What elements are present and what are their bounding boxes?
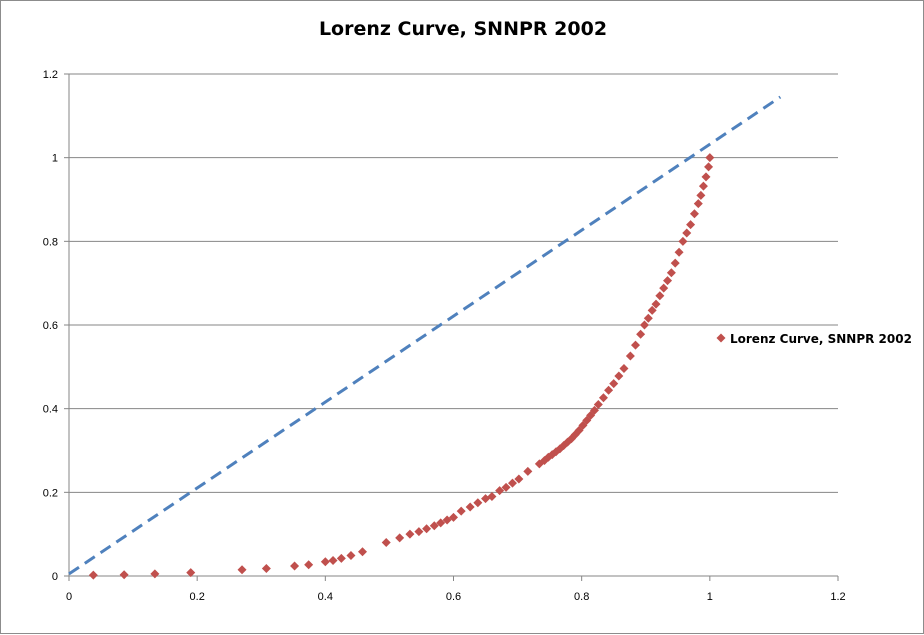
lorenz-point (358, 547, 368, 557)
lorenz-point (630, 340, 640, 350)
lorenz-point (119, 570, 129, 580)
lorenz-point (666, 268, 676, 278)
lorenz-point (456, 506, 466, 516)
lorenz-point (381, 538, 391, 548)
y-tick-label: 1 (52, 153, 58, 165)
lorenz-point (686, 220, 696, 230)
lorenz-point (625, 351, 635, 361)
lorenz-point (523, 466, 533, 476)
x-tick-label: 0.4 (318, 591, 333, 603)
lorenz-point (639, 320, 649, 330)
chart-title: Lorenz Curve, SNNPR 2002 (319, 18, 607, 40)
lorenz-point (328, 556, 338, 566)
lorenz-point (88, 570, 98, 580)
x-tick-label: 0.6 (446, 591, 461, 603)
lorenz-point (701, 172, 711, 182)
y-tick-label: 0.8 (43, 236, 58, 248)
lorenz-point (609, 379, 619, 389)
legend-marker (716, 333, 726, 343)
lorenz-point (320, 557, 330, 567)
lorenz-point (604, 385, 614, 395)
lorenz-point (689, 209, 699, 219)
lorenz-point (237, 565, 247, 575)
lorenz-point (619, 364, 629, 374)
lorenz-point (290, 561, 300, 571)
lorenz-point (647, 305, 657, 315)
lorenz-point (670, 258, 680, 268)
lorenz-point (636, 329, 646, 339)
lorenz-point (704, 162, 714, 172)
lorenz-point (678, 236, 688, 246)
lorenz-point (655, 291, 665, 301)
lorenz-point (705, 153, 715, 163)
equality-line (68, 95, 782, 576)
lorenz-point (414, 527, 424, 537)
lorenz-point (507, 478, 517, 488)
y-tick-label: 0.2 (43, 487, 58, 499)
lorenz-point (674, 247, 684, 257)
lorenz-point (405, 529, 415, 539)
lorenz-point (429, 521, 439, 531)
series-layer (68, 95, 782, 580)
lorenz-point (698, 181, 708, 191)
lorenz-point (395, 533, 405, 543)
x-tick-label: 1.2 (830, 591, 845, 603)
grid-layer (69, 73, 838, 493)
lorenz-point (449, 512, 458, 522)
lorenz-point (614, 371, 624, 381)
lorenz-point (663, 276, 673, 286)
y-tick-label: 0.6 (43, 320, 58, 332)
lorenz-point (501, 482, 511, 492)
x-tick-label: 0.8 (574, 591, 589, 603)
lorenz-point (436, 518, 446, 528)
x-tick-label: 0 (66, 591, 72, 603)
lorenz-point (304, 560, 314, 570)
y-tick-label: 0 (52, 571, 58, 583)
lorenz-point (465, 502, 475, 512)
lorenz-point (487, 492, 497, 502)
lorenz-point (261, 563, 271, 573)
lorenz-point (598, 393, 608, 403)
lorenz-point (514, 474, 524, 484)
y-tick-label: 1.2 (43, 69, 58, 81)
lorenz-point (473, 498, 483, 508)
lorenz-point (693, 199, 703, 209)
legend: Lorenz Curve, SNNPR 2002 (716, 332, 912, 346)
lorenz-point (346, 551, 356, 561)
legend-label: Lorenz Curve, SNNPR 2002 (730, 332, 912, 346)
y-tick-label: 0.4 (43, 404, 58, 416)
lorenz-point (651, 299, 661, 309)
lorenz-point (589, 405, 599, 415)
x-tick-label: 1 (707, 591, 713, 603)
lorenz-point (696, 190, 706, 200)
lorenz-point (659, 283, 669, 293)
lorenz-point (682, 228, 692, 238)
lorenz-point (495, 486, 505, 496)
axis-layer: 0 0.2 0.4 0.6 0.8 1 1.2 0 0.2 0.4 0.6 0.8 1 1.2 (43, 69, 846, 603)
lorenz-point (593, 399, 603, 409)
x-tick-label: 0.2 (190, 591, 205, 603)
lorenz-point (643, 313, 653, 323)
lorenz-point (150, 569, 160, 579)
lorenz-point (186, 568, 196, 578)
lorenz-point (422, 524, 432, 534)
lorenz-point (336, 553, 346, 563)
